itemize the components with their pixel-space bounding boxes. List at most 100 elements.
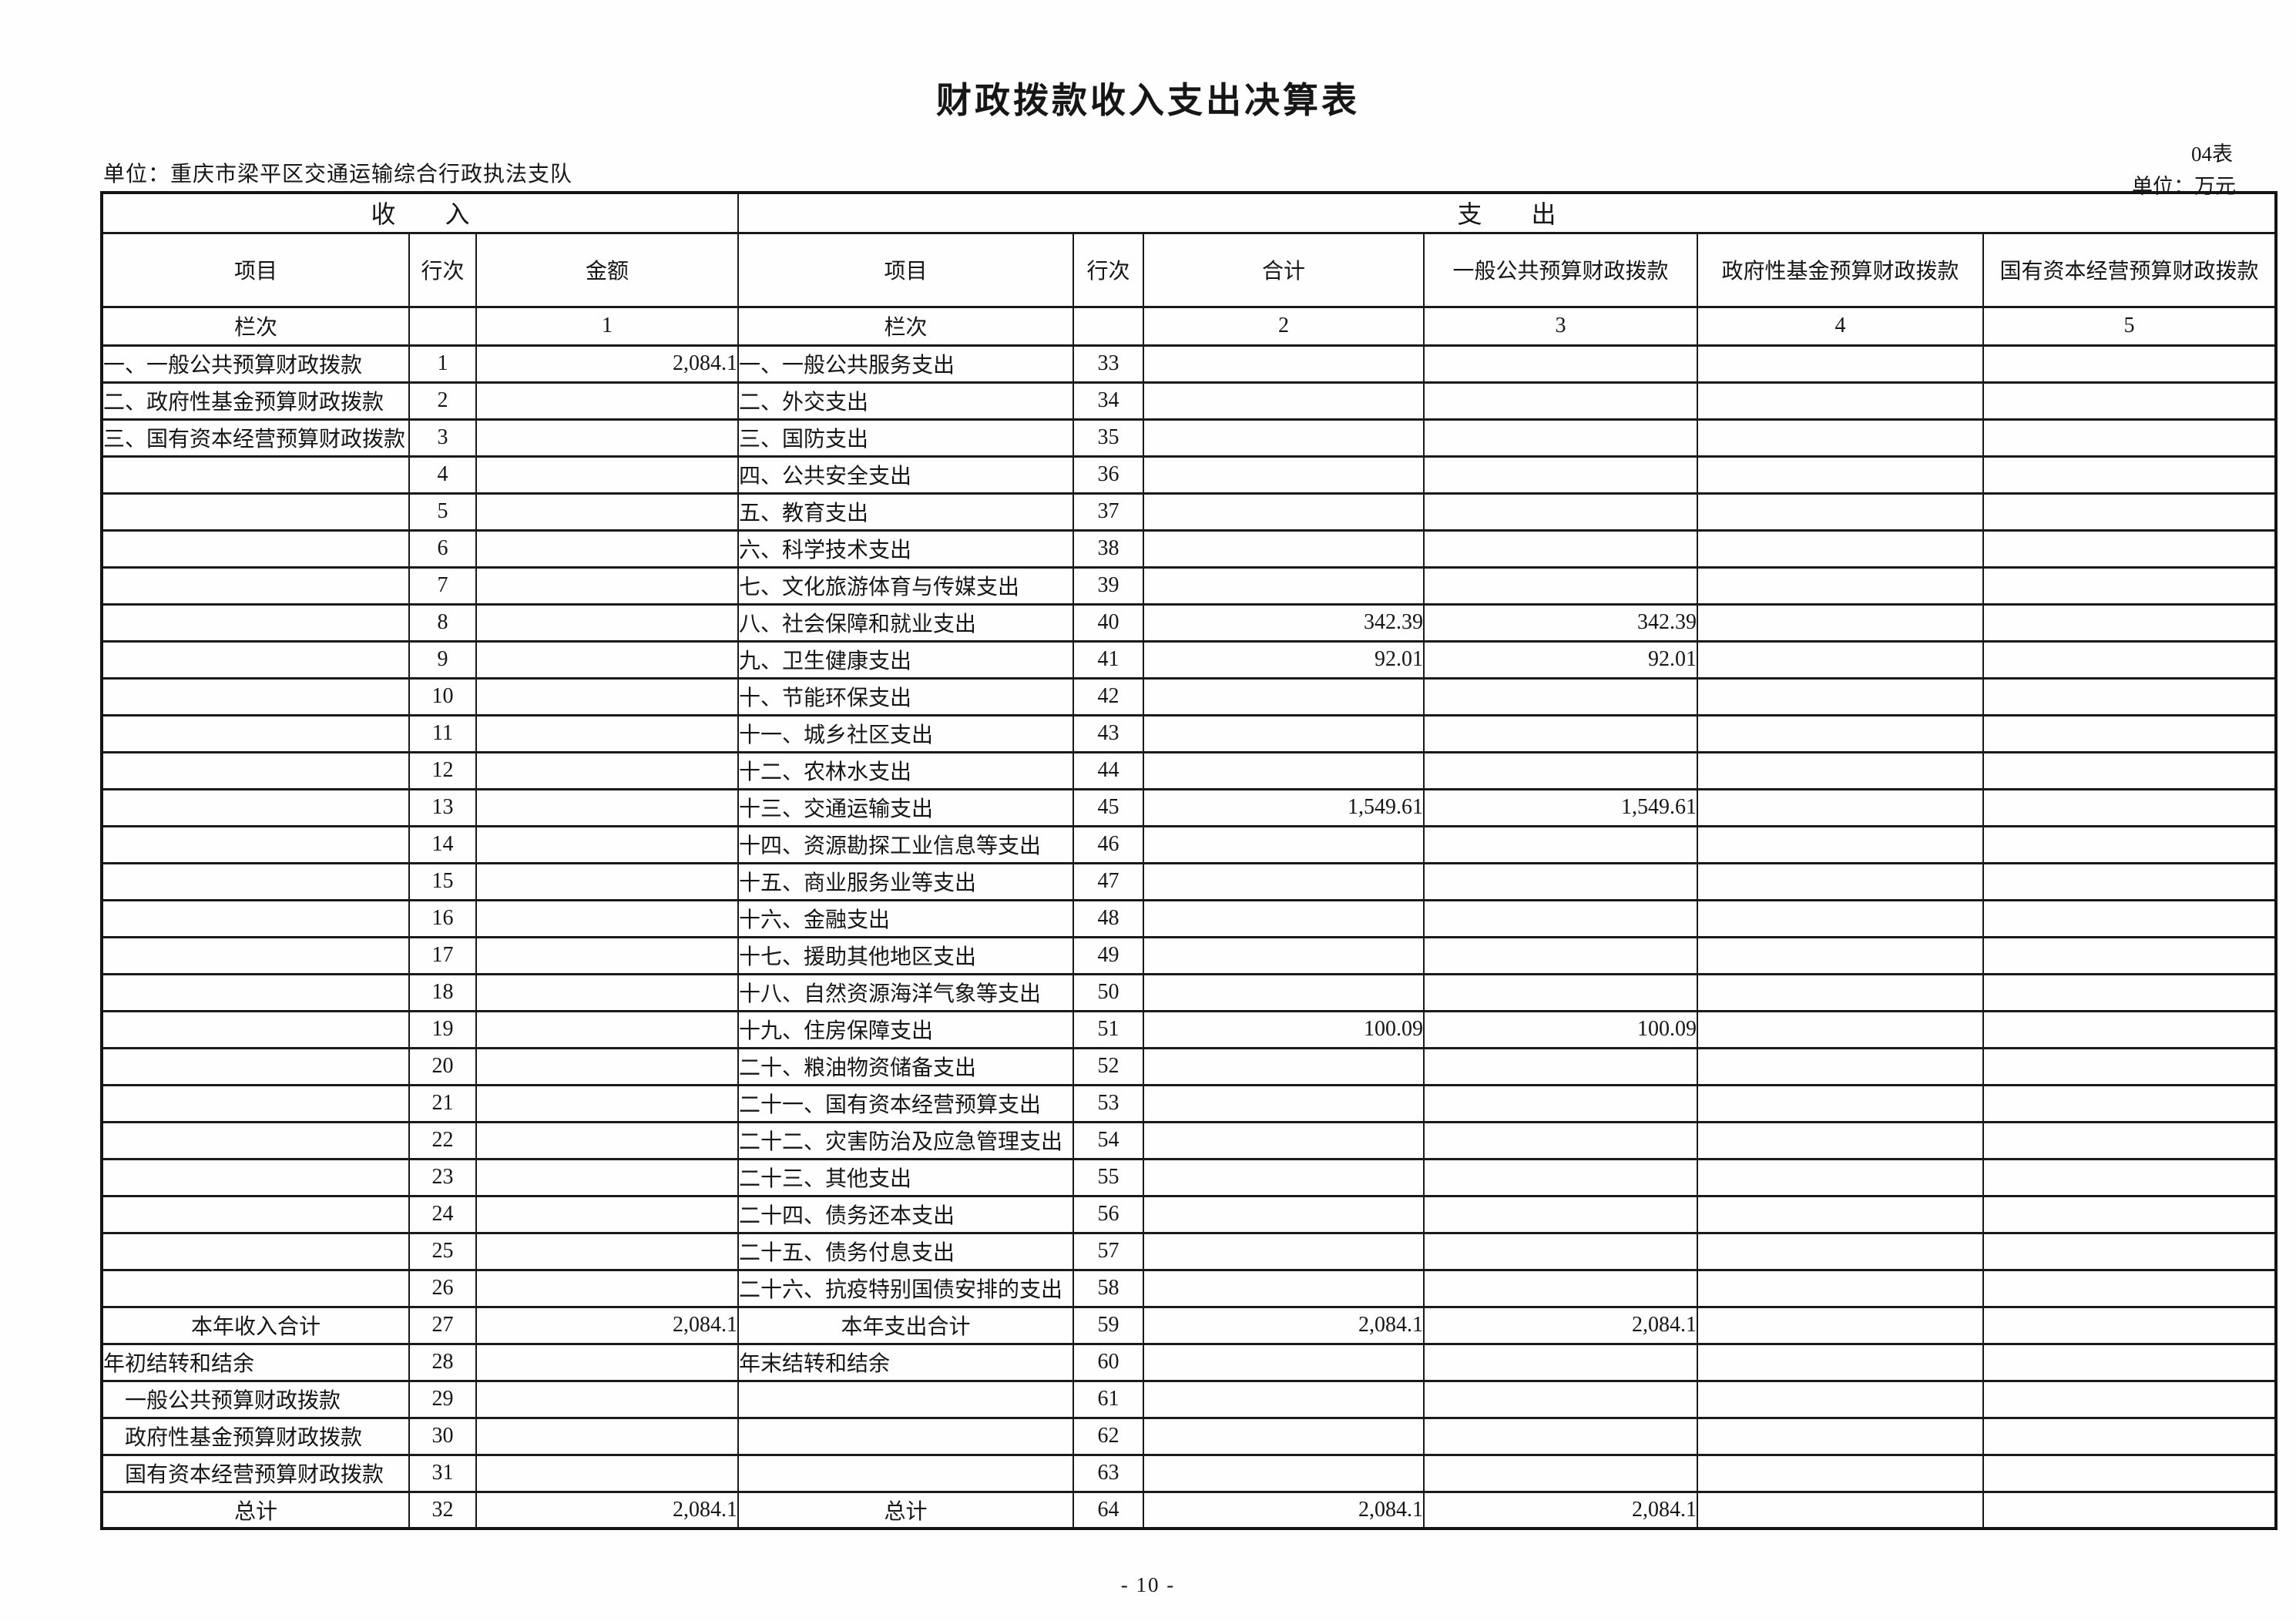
lanci-gov-fund-col-no: 4 [1697, 305, 1984, 347]
cell-expense-line: 52 [1072, 1046, 1144, 1086]
cell-expense-line: 43 [1072, 713, 1144, 753]
cell-expense-item: 二十四、债务还本支出 [737, 1194, 1074, 1234]
cell-expense-general [1423, 1194, 1698, 1234]
table-row: 24 二十四、债务还本支出 56 [101, 1194, 2277, 1234]
cell-expense-general [1423, 1379, 1698, 1419]
cell-expense-total: 100.09 [1143, 1009, 1425, 1049]
cell-income-line: 4 [408, 455, 477, 495]
cell-expense-gov-fund [1697, 1305, 1984, 1345]
cell-expense-item: 十八、自然资源海洋气象等支出 [737, 972, 1074, 1012]
cell-expense-line: 54 [1072, 1120, 1144, 1160]
cell-income-amount [475, 676, 739, 717]
cell-expense-state-capital [1982, 1379, 2277, 1419]
cell-income-amount [475, 861, 739, 901]
table-row: 总计 32 2,084.1 总计 64 2,084.1 2,084.1 [101, 1490, 2277, 1530]
cell-expense-line: 49 [1072, 935, 1144, 975]
cell-expense-general [1423, 1268, 1698, 1308]
cell-expense-total [1143, 418, 1425, 458]
cell-income-line: 32 [408, 1490, 477, 1530]
cell-expense-gov-fund [1697, 935, 1984, 975]
cell-expense-state-capital [1982, 713, 2277, 753]
cell-income-line: 8 [408, 602, 477, 643]
cell-income-line: 31 [408, 1453, 477, 1493]
table-row: 9 九、卫生健康支出 41 92.01 92.01 [101, 639, 2277, 680]
cell-income-amount: 2,084.1 [475, 344, 739, 384]
table-body: 一、一般公共预算财政拨款 1 2,084.1 一、一般公共服务支出 33 二、政府性基金预… [101, 344, 2277, 1530]
cell-income-item [101, 1083, 410, 1123]
cell-income-item [101, 639, 410, 680]
cell-expense-gov-fund [1697, 529, 1984, 569]
cell-income-item [101, 861, 410, 901]
cell-income-amount [475, 750, 739, 790]
cell-expense-line: 36 [1072, 455, 1144, 495]
cell-expense-gov-fund [1697, 713, 1984, 753]
cell-income-amount [475, 381, 739, 421]
cell-expense-gov-fund [1697, 639, 1984, 680]
cell-income-item [101, 898, 410, 938]
cell-expense-state-capital [1982, 1453, 2277, 1493]
cell-expense-general [1423, 676, 1698, 717]
table-row: 11 十一、城乡社区支出 43 [101, 713, 2277, 753]
cell-income-item [101, 529, 410, 569]
cell-expense-item: 一、一般公共服务支出 [737, 344, 1074, 384]
cell-expense-total [1143, 1083, 1425, 1123]
table-row: 8 八、社会保障和就业支出 40 342.39 342.39 [101, 602, 2277, 643]
cell-expense-item: 二十、粮油物资储备支出 [737, 1046, 1074, 1086]
cell-income-item: 二、政府性基金预算财政拨款 [101, 381, 410, 421]
lanci-state-capital-col-no: 5 [1982, 305, 2277, 347]
cell-income-line: 7 [408, 566, 477, 606]
cell-expense-general: 2,084.1 [1423, 1305, 1698, 1345]
lanci-total-col-no: 2 [1143, 305, 1425, 347]
cell-income-item [101, 1009, 410, 1049]
cell-expense-general [1423, 824, 1698, 864]
cell-income-amount [475, 455, 739, 495]
cell-expense-total [1143, 972, 1425, 1012]
cell-expense-line: 46 [1072, 824, 1144, 864]
header-expense-state-capital: 国有资本经营预算财政拨款 [1982, 231, 2277, 308]
cell-income-item [101, 713, 410, 753]
lanci-income-line-blank [408, 305, 477, 347]
cell-income-line: 17 [408, 935, 477, 975]
header-expense-line-no: 行次 [1072, 231, 1144, 308]
cell-expense-total [1143, 1416, 1425, 1456]
header-expense-total: 合计 [1143, 231, 1425, 308]
cell-expense-state-capital [1982, 1342, 2277, 1382]
cell-expense-gov-fund [1697, 1046, 1984, 1086]
cell-expense-total [1143, 935, 1425, 975]
cell-expense-general: 100.09 [1423, 1009, 1698, 1049]
cell-income-amount [475, 602, 739, 643]
cell-expense-item: 九、卫生健康支出 [737, 639, 1074, 680]
cell-income-line: 13 [408, 787, 477, 827]
cell-income-item [101, 1231, 410, 1271]
table-row: 一、一般公共预算财政拨款 1 2,084.1 一、一般公共服务支出 33 [101, 344, 2277, 384]
cell-expense-state-capital [1982, 676, 2277, 717]
cell-expense-item: 四、公共安全支出 [737, 455, 1074, 495]
cell-income-item: 一般公共预算财政拨款 [101, 1379, 410, 1419]
cell-expense-total: 1,549.61 [1143, 787, 1425, 827]
cell-income-line: 9 [408, 639, 477, 680]
cell-expense-line: 61 [1072, 1379, 1144, 1419]
cell-expense-general: 2,084.1 [1423, 1490, 1698, 1530]
cell-expense-item: 六、科学技术支出 [737, 529, 1074, 569]
cell-expense-gov-fund [1697, 1083, 1984, 1123]
cell-expense-gov-fund [1697, 824, 1984, 864]
expense-section-header: 支 出 [737, 191, 2277, 234]
cell-expense-gov-fund [1697, 750, 1984, 790]
page-number: - 10 - [1120, 1573, 1176, 1596]
cell-income-amount [475, 1268, 739, 1308]
cell-expense-state-capital [1982, 566, 2277, 606]
cell-income-amount [475, 1231, 739, 1271]
cell-expense-state-capital [1982, 750, 2277, 790]
cell-expense-gov-fund [1697, 418, 1984, 458]
cell-expense-line: 57 [1072, 1231, 1144, 1271]
table-row: 18 十八、自然资源海洋气象等支出 50 [101, 972, 2277, 1012]
cell-expense-item: 十四、资源勘探工业信息等支出 [737, 824, 1074, 864]
cell-income-line: 27 [408, 1305, 477, 1345]
cell-expense-general [1423, 972, 1698, 1012]
cell-expense-general [1423, 1120, 1698, 1160]
table-row: 7 七、文化旅游体育与传媒支出 39 [101, 566, 2277, 606]
cell-expense-gov-fund [1697, 1416, 1984, 1456]
cell-income-item: 总计 [101, 1490, 410, 1530]
cell-expense-item: 二十一、国有资本经营预算支出 [737, 1083, 1074, 1123]
